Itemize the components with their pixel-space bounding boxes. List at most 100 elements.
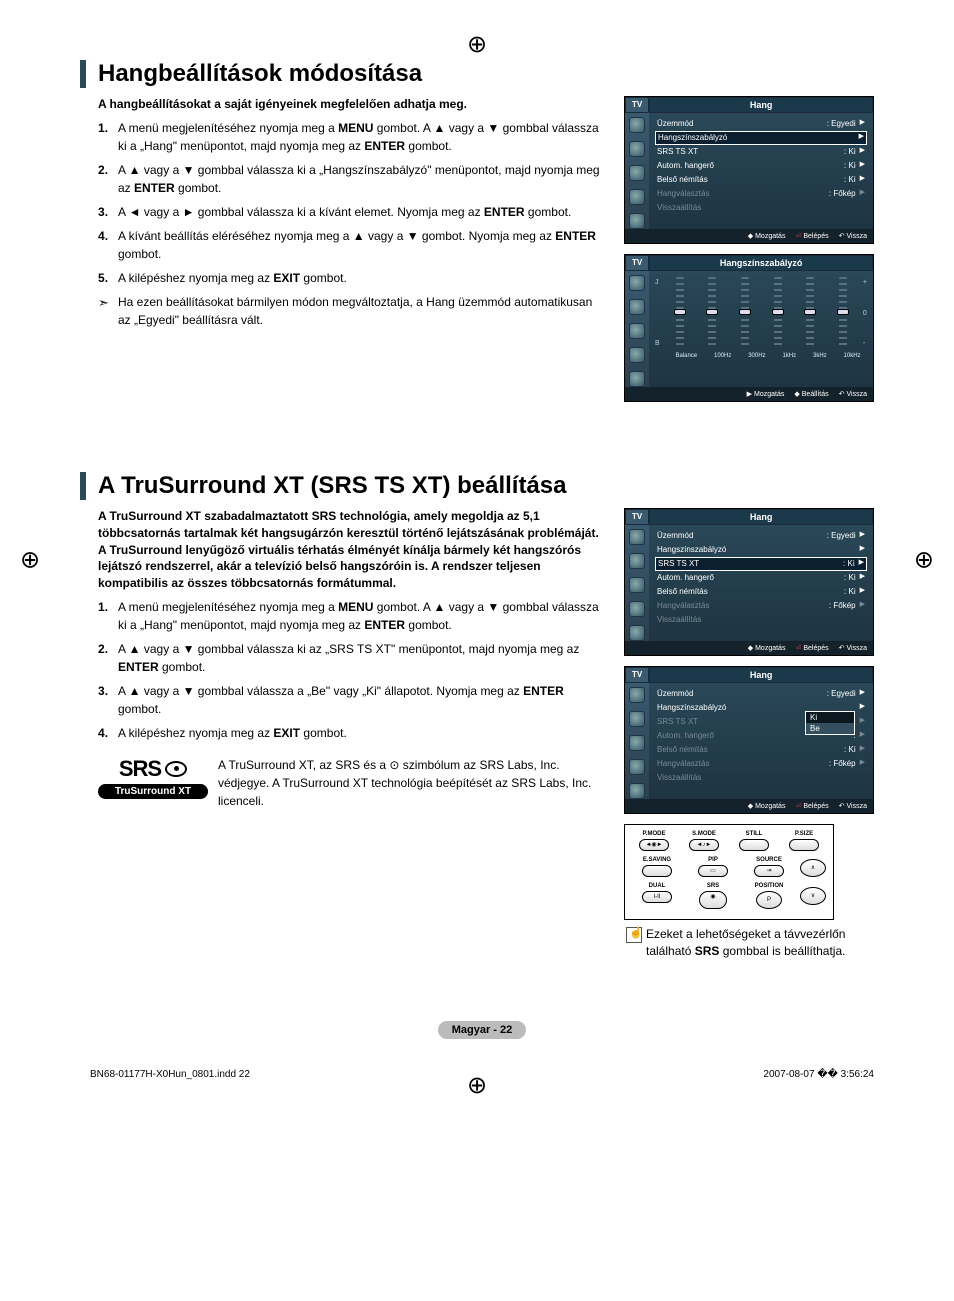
footer-enter: Belépés bbox=[795, 644, 828, 652]
footer-back: Vissza bbox=[839, 802, 867, 810]
section2-title: A TruSurround XT (SRS TS XT) beállítása bbox=[80, 472, 884, 500]
pmode-button[interactable]: ◄◉► bbox=[639, 839, 669, 851]
menu-row: Visszaállítás bbox=[655, 201, 867, 215]
tv-footer: Mozgatás Belépés Vissza bbox=[625, 799, 873, 813]
eq-band-label: 3kHz bbox=[813, 353, 827, 359]
sound-icon bbox=[629, 553, 645, 569]
eq-band-label: 100Hz bbox=[714, 353, 731, 359]
menu-row: Hangválasztás: Főkép▶ bbox=[655, 757, 867, 771]
channel-icon bbox=[629, 577, 645, 593]
print-footer-left: BN68-01177H-X0Hun_0801.indd 22 bbox=[90, 1069, 250, 1080]
eq-slider bbox=[676, 277, 684, 349]
equalizer-panel: JB +0- Balance100Hz300Hz1kHz3kHz10kHz bbox=[649, 271, 873, 387]
step-item: A ▲ vagy a ▼ gombbal válassza ki a „Hang… bbox=[98, 161, 604, 197]
eq-slider bbox=[806, 277, 814, 349]
pip-button[interactable]: ▭ bbox=[698, 865, 728, 877]
menu-row: Hangválasztás: Főkép▶ bbox=[655, 599, 867, 613]
menu-row: Autom. hangerő: Ki▶ bbox=[655, 571, 867, 585]
tv-sidebar bbox=[625, 113, 649, 229]
menu-row: Visszaállítás bbox=[655, 613, 867, 627]
menu-row: Hangválasztás: Főkép▶ bbox=[655, 187, 867, 201]
eq-slider bbox=[839, 277, 847, 349]
tv-screenshot-srs-highlighted: TV Hang Üzemmód: Egyedi▶Hangszínszabályz… bbox=[624, 508, 874, 656]
channel-up-button[interactable]: ∧ bbox=[800, 859, 826, 877]
tv-tab: TV bbox=[625, 255, 649, 271]
section2-intro: A TruSurround XT szabadalmaztatott SRS t… bbox=[98, 508, 604, 592]
sound-icon bbox=[629, 141, 645, 157]
eq-ylabels: JB bbox=[653, 277, 662, 349]
step-item: A kilépéshez nyomja meg az EXIT gombot. bbox=[98, 269, 604, 287]
eq-sliders bbox=[664, 277, 859, 349]
menu-row: Belső némítás: Ki▶ bbox=[655, 743, 867, 757]
tv-screenshot-equalizer: TV Hangszínszabályzó bbox=[624, 254, 874, 402]
menu-row: Visszaállítás bbox=[655, 771, 867, 785]
tv-footer: Mozgatás Belépés Vissza bbox=[625, 229, 873, 243]
menu-row: Üzemmód: Egyedi▶ bbox=[655, 117, 867, 131]
esaving-button[interactable] bbox=[642, 865, 672, 877]
channel-down-button[interactable]: ∨ bbox=[800, 887, 826, 905]
section-sound-settings: Hangbeállítások módosítása A hangbeállít… bbox=[80, 60, 884, 412]
sound-icon bbox=[629, 711, 645, 727]
footer-move: Mozgatás bbox=[748, 232, 786, 240]
step-item: A kívánt beállítás eléréséhez nyomja meg… bbox=[98, 227, 604, 263]
setup-icon bbox=[629, 601, 645, 617]
dual-button[interactable]: I-II bbox=[642, 891, 672, 903]
source-button[interactable]: ⇥ bbox=[754, 865, 784, 877]
channel-icon bbox=[629, 165, 645, 181]
eq-band-labels: Balance100Hz300Hz1kHz3kHz10kHz bbox=[649, 351, 873, 363]
tv-title: Hang bbox=[649, 97, 873, 113]
step-item: A menü megjelenítéséhez nyomja meg a MEN… bbox=[98, 119, 604, 155]
footer-back: Vissza bbox=[839, 232, 867, 240]
menu-row: SRS TS XT: Ki▶ bbox=[655, 557, 867, 571]
remote-control: P.MODE◄◉► S.MODE◄♪► STILL P.SIZE E.SAVIN… bbox=[624, 824, 834, 920]
input-icon bbox=[629, 783, 645, 799]
sound-icon bbox=[629, 299, 645, 315]
srs-circle-icon bbox=[165, 761, 187, 777]
menu-row: SRS TS XT: Ki▶ bbox=[655, 145, 867, 159]
tv-menu-list: Üzemmód: Egyedi▶Hangszínszabályzó▶SRS TS… bbox=[649, 525, 873, 641]
remote-hint: Ezeket a lehetőségeket a távvezérlőn tal… bbox=[624, 926, 884, 960]
input-icon bbox=[629, 371, 645, 387]
srs-button[interactable]: ◉ bbox=[699, 891, 727, 909]
menu-row: Üzemmód: Egyedi▶ bbox=[655, 529, 867, 543]
tv-screenshot-srs-dropdown: TV Hang Üzemmód: Egyedi▶Hangszínszabályz… bbox=[624, 666, 874, 814]
footer-adjust: Beállítás bbox=[794, 390, 828, 398]
srs-logo-text: SRS bbox=[119, 756, 161, 782]
tv-sidebar bbox=[625, 271, 649, 387]
section1-note: Ha ezen beállításokat bármilyen módon me… bbox=[98, 293, 604, 329]
step-item: A ▲ vagy a ▼ gombbal válassza a „Be" vag… bbox=[98, 682, 604, 718]
print-footer-right: 2007-08-07 �� 3:56:24 bbox=[763, 1069, 874, 1080]
input-icon bbox=[629, 625, 645, 641]
tv-menu-list: Üzemmód: Egyedi▶Hangszínszabályzó▶SRS TS… bbox=[649, 113, 873, 229]
menu-row: Autom. hangerő: Ki▶ bbox=[655, 159, 867, 173]
srs-logo-row: SRS TruSurround XT A TruSurround XT, az … bbox=[98, 756, 604, 810]
eq-slider bbox=[741, 277, 749, 349]
eq-slider bbox=[774, 277, 782, 349]
smode-button[interactable]: ◄♪► bbox=[689, 839, 719, 851]
footer-enter: Belépés bbox=[795, 802, 828, 810]
psize-button[interactable] bbox=[789, 839, 819, 851]
section1-intro: A hangbeállításokat a saját igényeinek m… bbox=[98, 96, 604, 113]
tv-title: Hang bbox=[649, 509, 873, 525]
tv-footer: Mozgatás Belépés Vissza bbox=[625, 641, 873, 655]
picture-icon bbox=[629, 687, 645, 703]
eq-scale: +0- bbox=[861, 277, 869, 349]
eq-band-label: 300Hz bbox=[748, 353, 765, 359]
tv-title-eq: Hangszínszabályzó bbox=[649, 255, 873, 271]
srs-logo-subtitle: TruSurround XT bbox=[98, 784, 208, 799]
tv-tab: TV bbox=[625, 667, 649, 683]
menu-row: Hangszínszabályzó▶ bbox=[655, 543, 867, 557]
step-item: A kilépéshez nyomja meg az EXIT gombot. bbox=[98, 724, 604, 742]
tv-tab: TV bbox=[625, 509, 649, 525]
eq-slider bbox=[708, 277, 716, 349]
srs-dropdown: KiBe bbox=[805, 711, 855, 735]
input-icon bbox=[629, 213, 645, 229]
setup-icon bbox=[629, 759, 645, 775]
still-button[interactable] bbox=[739, 839, 769, 851]
step-item: A ▲ vagy a ▼ gombbal válassza ki az „SRS… bbox=[98, 640, 604, 676]
eq-band-label: Balance bbox=[675, 353, 697, 359]
tv-menu-list: Üzemmód: Egyedi▶Hangszínszabályzó▶SRS TS… bbox=[649, 683, 873, 799]
position-button[interactable]: P bbox=[756, 891, 782, 909]
dropdown-option: Be bbox=[806, 723, 854, 734]
remote-control-area: P.MODE◄◉► S.MODE◄♪► STILL P.SIZE E.SAVIN… bbox=[624, 824, 884, 960]
